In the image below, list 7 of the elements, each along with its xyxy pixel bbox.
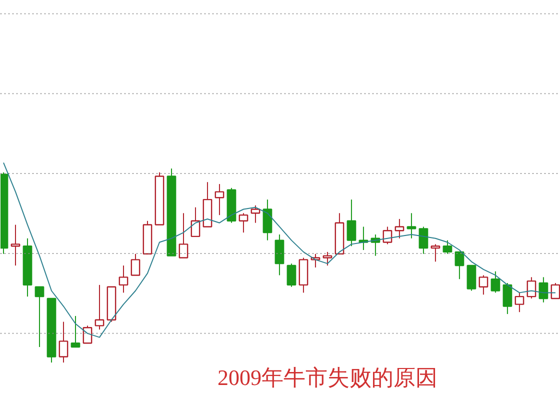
text: 2009年牛市失败的原因 — [218, 365, 438, 390]
candlestick — [262, 199, 272, 241]
candlestick — [214, 184, 224, 216]
candlestick — [22, 238, 32, 298]
candlestick — [406, 212, 416, 239]
candlestick — [118, 265, 128, 294]
candlestick — [10, 224, 20, 266]
